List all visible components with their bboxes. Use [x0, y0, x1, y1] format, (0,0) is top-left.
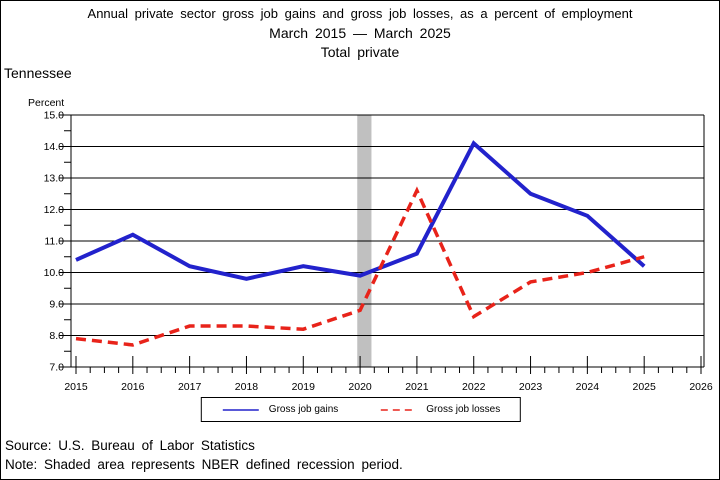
y-gridlines: [59, 114, 704, 368]
x-tick-label: 2020: [348, 381, 372, 393]
x-tick-label: 2017: [178, 381, 202, 393]
title-block: Annual private sector gross job gains an…: [1, 6, 719, 60]
gains-line-sample-icon: [222, 408, 259, 411]
y-axis-unit-label: Percent: [28, 97, 65, 109]
recession-note: Note: Shaded area represents NBER define…: [5, 457, 403, 472]
region-label: Tennessee: [4, 65, 72, 81]
x-tick-label: 2023: [519, 381, 543, 393]
x-ticks: [75, 356, 702, 374]
losses-line: [75, 186, 645, 347]
y-minor-ticks: [64, 130, 71, 352]
losses-line-sample-icon: [381, 408, 417, 411]
y-tick-label: 14.0: [44, 141, 65, 153]
legend-item-losses: Gross job losses: [380, 404, 500, 415]
x-tick-label: 2025: [633, 381, 657, 393]
y-tick-label: 11.0: [44, 236, 64, 248]
y-tick-label: 15.0: [44, 110, 65, 122]
source-note: Source: U.S. Bureau of Labor Statistics: [5, 438, 255, 453]
x-tick-labels: 2015 2016 2017 2018 2019 2020 2021 2022 2023 2024…: [64, 381, 713, 393]
y-tick-label: 12.0: [44, 204, 65, 216]
x-tick-label: 2019: [292, 381, 316, 393]
legend-losses-label: Gross job losses: [426, 404, 501, 415]
x-tick-label: 2024: [576, 381, 600, 393]
chart-subtitle-dates: March 2015 — March 2025: [269, 25, 451, 41]
y-tick-label: 7.0: [49, 362, 64, 374]
y-tick-labels: 7.0 8.0 9.0 10.0 11.0 12.0 13.0 14.0 15.0: [44, 110, 65, 374]
legend-gains-label: Gross job gains: [268, 404, 339, 415]
chart-subtitle-ownership: Total private: [320, 44, 400, 60]
y-tick-label: 10.0: [44, 267, 65, 279]
x-tick-label: 2018: [235, 381, 259, 393]
x-tick-label: 2015: [64, 381, 88, 393]
y-tick-label: 8.0: [49, 330, 64, 342]
legend-item-gains: Gross job gains: [222, 404, 338, 415]
x-tick-label: 2022: [462, 381, 486, 393]
y-tick-label: 9.0: [49, 299, 64, 311]
y-tick-label: 13.0: [44, 173, 65, 185]
x-tick-label: 2021: [405, 381, 429, 393]
x-tick-label: 2026: [689, 381, 713, 393]
legend-box: Gross job gains Gross job losses: [200, 397, 522, 422]
chart-title: Annual private sector gross job gains an…: [87, 6, 633, 21]
x-tick-label: 2016: [121, 381, 145, 393]
gains-line: [75, 140, 646, 281]
